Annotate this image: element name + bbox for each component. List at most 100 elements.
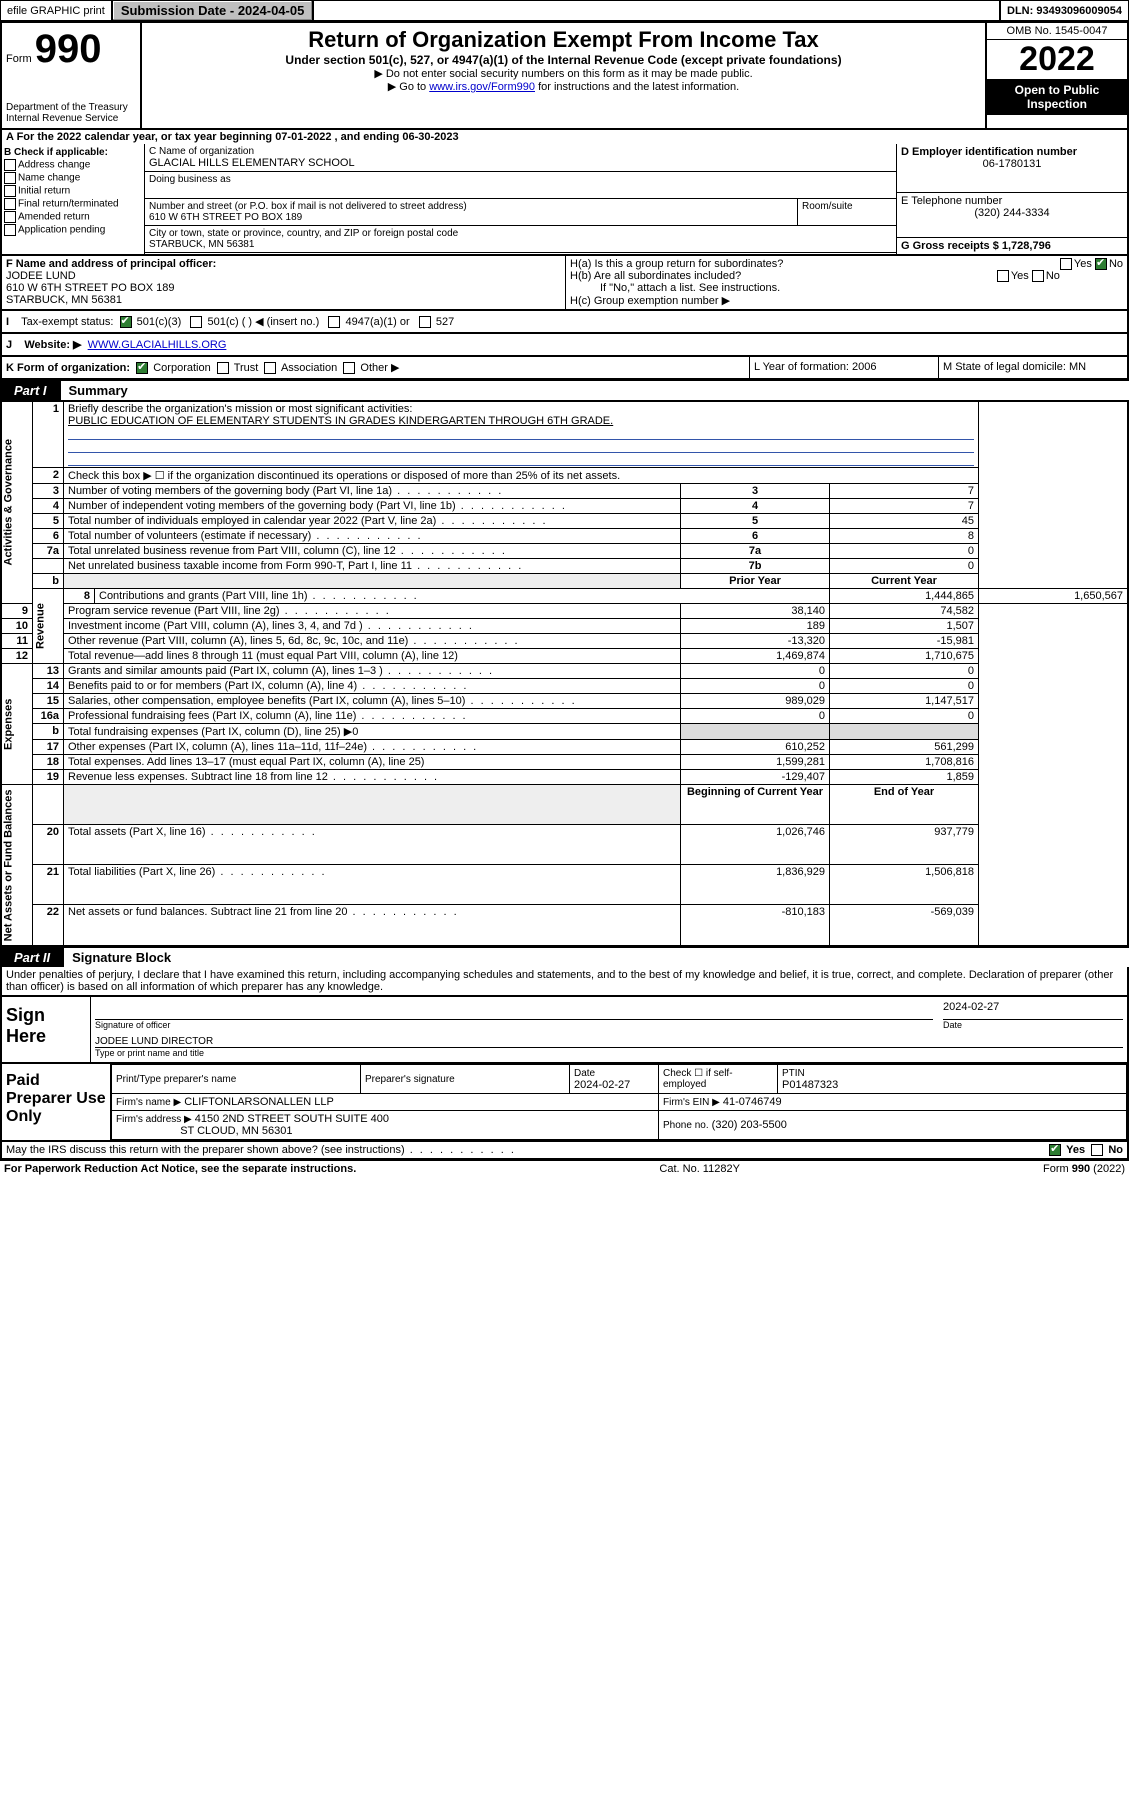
row-i: I Tax-exempt status: 501(c)(3) 501(c) ( … (0, 311, 1129, 334)
form-number: 990 (35, 27, 102, 71)
chk-address[interactable]: Address change (4, 159, 142, 171)
sign-here-label: Sign Here (2, 997, 91, 1062)
summary-row: 22Net assets or fund balances. Subtract … (1, 905, 1128, 946)
summary-row: 16aProfessional fundraising fees (Part I… (1, 709, 1128, 724)
phone-value: (320) 244-3334 (901, 207, 1123, 219)
chk-name[interactable]: Name change (4, 172, 142, 184)
row-klm: K Form of organization: Corporation Trus… (0, 357, 1129, 380)
part1-title: Summary (61, 381, 136, 400)
firm-name-label: Firm's name ▶ (116, 1097, 181, 1108)
website-label: Website: ▶ (24, 339, 81, 351)
prep-date-lbl: Date (574, 1068, 595, 1079)
summary-row: 5Total number of individuals employed in… (1, 514, 1128, 529)
summary-row: 17Other expenses (Part IX, column (A), l… (1, 740, 1128, 755)
summary-row: Net unrelated business taxable income fr… (1, 559, 1128, 574)
boy-hdr: Beginning of Current Year (681, 785, 830, 825)
prep-date: 2024-02-27 (574, 1079, 630, 1091)
city-value: STARBUCK, MN 56381 (149, 239, 892, 250)
form-title: Return of Organization Exempt From Incom… (150, 27, 977, 53)
form-header: Form 990 Department of the Treasury Inte… (0, 23, 1129, 130)
tax-year: 2022 (987, 40, 1127, 79)
h-a: H(a) Is this a group return for subordin… (570, 258, 1123, 270)
chk-pending[interactable]: Application pending (4, 224, 142, 236)
summary-row: 21Total liabilities (Part X, line 26)1,8… (1, 865, 1128, 905)
info-block: B Check if applicable: Address change Na… (0, 144, 1129, 256)
part1-header: Part I Summary (0, 380, 1129, 400)
officer-name: JODEE LUND (6, 270, 561, 282)
city-label: City or town, state or province, country… (149, 228, 892, 239)
sign-here-block: Sign Here Signature of officer 2024-02-2… (0, 995, 1129, 1064)
website-link[interactable]: WWW.GLACIALHILLS.ORG (88, 339, 227, 351)
ha-yes[interactable] (1060, 258, 1072, 270)
open-inspection: Open to Public Inspection (987, 79, 1127, 115)
col-deg: D Employer identification number 06-1780… (896, 144, 1127, 254)
type-name-label: Type or print name and title (95, 1047, 1123, 1058)
discuss-text: May the IRS discuss this return with the… (6, 1144, 516, 1156)
tax-status-label: Tax-exempt status: (21, 316, 113, 328)
row-j: J Website: ▶ WWW.GLACIALHILLS.ORG (0, 334, 1129, 357)
firm-addr2: ST CLOUD, MN 56301 (180, 1125, 292, 1137)
hb-yes[interactable] (997, 270, 1009, 282)
paid-preparer-block: Paid Preparer Use Only Print/Type prepar… (0, 1064, 1129, 1142)
summary-table: Activities & Governance 1 Briefly descri… (0, 400, 1129, 947)
ein-label: D Employer identification number (901, 146, 1123, 158)
officer-addr1: 610 W 6TH STREET PO BOX 189 (6, 282, 561, 294)
prep-name-label: Print/Type preparer's name (116, 1074, 236, 1085)
chk-527[interactable] (419, 316, 431, 328)
side-revenue: Revenue (33, 589, 64, 664)
cat-no: Cat. No. 11282Y (659, 1163, 740, 1175)
goto-pre: ▶ Go to (388, 81, 429, 93)
irs-link[interactable]: www.irs.gov/Form990 (429, 81, 535, 93)
form-word: Form (6, 53, 32, 65)
ha-no[interactable] (1095, 258, 1107, 270)
chk-corp[interactable] (136, 362, 148, 374)
street-value: 610 W 6TH STREET PO BOX 189 (149, 212, 793, 223)
h-c: H(c) Group exemption number ▶ (570, 294, 1123, 307)
part2-tab: Part II (0, 948, 64, 967)
sig-date: 2024-02-27 (943, 1001, 1123, 1019)
efile-label: efile GRAPHIC print (0, 0, 112, 21)
h-block: H(a) Is this a group return for subordin… (566, 256, 1127, 309)
firm-addr1: 4150 2ND STREET SOUTH SUITE 400 (195, 1113, 389, 1125)
prep-phone: (320) 203-5500 (712, 1119, 787, 1131)
line2: Check this box ▶ ☐ if the organization d… (64, 468, 979, 484)
chk-4947[interactable] (328, 316, 340, 328)
discuss-no[interactable] (1091, 1144, 1103, 1156)
submission-date-button[interactable]: Submission Date - 2024-04-05 (112, 0, 314, 21)
chk-amended[interactable]: Amended return (4, 211, 142, 223)
preparer-table: Print/Type preparer's name Preparer's si… (111, 1064, 1127, 1140)
sig-officer-line: Signature of officer (95, 1019, 933, 1030)
chk-assoc[interactable] (264, 362, 276, 374)
chk-other[interactable] (343, 362, 355, 374)
m-state: M State of legal domicile: MN (938, 357, 1127, 378)
form-note2: ▶ Go to www.irs.gov/Form990 for instruct… (150, 80, 977, 93)
summary-row: 12Total revenue—add lines 8 through 11 (… (1, 649, 1128, 664)
firm-name: CLIFTONLARSONALLEN LLP (184, 1096, 334, 1108)
topbar: efile GRAPHIC print Submission Date - 20… (0, 0, 1129, 23)
chk-initial[interactable]: Initial return (4, 185, 142, 197)
discuss-yes[interactable] (1049, 1144, 1061, 1156)
dln-label: DLN: 93493096009054 (1000, 0, 1129, 21)
k-label: K Form of organization: (6, 362, 130, 374)
chk-501c3[interactable] (120, 316, 132, 328)
officer-name-title: JODEE LUND DIRECTOR (95, 1036, 1123, 1047)
form-subtitle: Under section 501(c), 527, or 4947(a)(1)… (150, 53, 977, 67)
fh-block: F Name and address of principal officer:… (0, 256, 1129, 311)
chk-501c[interactable] (190, 316, 202, 328)
l-year: L Year of formation: 2006 (749, 357, 938, 378)
h-b: H(b) Are all subordinates included? Yes … (570, 270, 1123, 282)
col-b: B Check if applicable: Address change Na… (2, 144, 145, 254)
summary-row: 4Number of independent voting members of… (1, 499, 1128, 514)
mission-text: PUBLIC EDUCATION OF ELEMENTARY STUDENTS … (68, 415, 613, 427)
mission-label: Briefly describe the organization's miss… (68, 403, 412, 415)
ptin-value: P01487323 (782, 1079, 838, 1091)
hb-no[interactable] (1032, 270, 1044, 282)
chk-trust[interactable] (217, 362, 229, 374)
current-year-hdr: Current Year (830, 574, 979, 589)
summary-row: 9Program service revenue (Part VIII, lin… (1, 604, 1128, 619)
summary-row: 19Revenue less expenses. Subtract line 1… (1, 770, 1128, 785)
part1-tab: Part I (0, 381, 61, 400)
summary-row: 18Total expenses. Add lines 13–17 (must … (1, 755, 1128, 770)
discuss-row: May the IRS discuss this return with the… (0, 1142, 1129, 1160)
chk-final[interactable]: Final return/terminated (4, 198, 142, 210)
